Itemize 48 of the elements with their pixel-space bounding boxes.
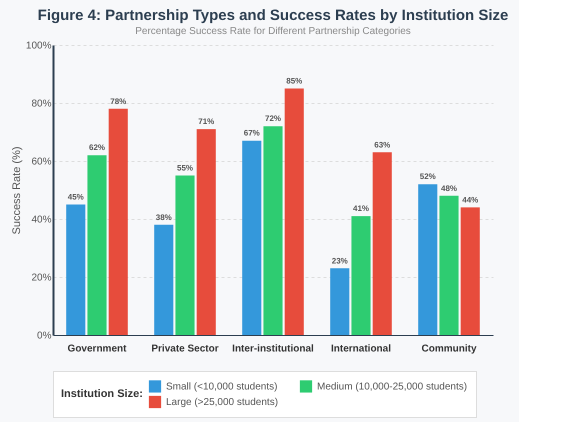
- y-tick-label: 80%: [31, 98, 52, 110]
- x-tick-label: Government: [68, 344, 128, 354]
- y-tick-label: 100%: [26, 40, 52, 52]
- bar: [439, 196, 459, 335]
- legend-label: Small (<10,000 students): [166, 381, 278, 392]
- x-tick-label: Private Sector: [151, 344, 219, 354]
- y-tick-label: 60%: [31, 156, 52, 168]
- data-label: 44%: [462, 195, 478, 204]
- data-label: 55%: [176, 164, 194, 172]
- bar: [351, 216, 371, 335]
- data-label: 71%: [198, 117, 214, 126]
- x-tick-label: Inter-institutional: [232, 344, 314, 354]
- x-tick-label: International: [330, 344, 392, 354]
- bar: [372, 152, 392, 335]
- data-label: 62%: [88, 143, 106, 152]
- data-label: 48%: [440, 184, 458, 193]
- data-label: 52%: [420, 172, 436, 182]
- bar: [242, 140, 262, 335]
- chart-subtitle: Percentage Success Rate for Different Partnership Categories: [135, 26, 411, 37]
- data-label: 41%: [352, 204, 370, 214]
- chart-title: Figure 4: Partnership Types and Success Rates by Institution Size: [38, 7, 508, 24]
- bar: [330, 268, 350, 335]
- x-tick-label: Community: [422, 344, 477, 354]
- data-label: 67%: [244, 128, 260, 138]
- data-label: 63%: [374, 140, 390, 150]
- data-label: 45%: [68, 192, 84, 202]
- bar: [196, 129, 216, 335]
- bar: [154, 224, 174, 335]
- y-axis-title: Success Rate (%): [10, 146, 23, 235]
- bar: [66, 204, 86, 335]
- data-label: 23%: [332, 256, 348, 266]
- y-tick-label: 0%: [37, 330, 52, 342]
- bar: [263, 126, 283, 335]
- data-label: 72%: [264, 114, 282, 124]
- bar: [284, 88, 304, 335]
- legend-title: Institution Size:: [61, 388, 143, 400]
- data-label: 38%: [156, 212, 172, 222]
- bar: [460, 207, 480, 335]
- y-tick-label: 20%: [31, 272, 52, 284]
- bar: [87, 155, 107, 335]
- legend-label: Large (>25,000 students): [166, 397, 278, 408]
- legend-label: Medium (10,000-25,000 students): [317, 381, 468, 392]
- bar: [175, 176, 195, 335]
- y-tick-label: 40%: [31, 214, 52, 226]
- bar: [418, 184, 438, 335]
- bar: [108, 108, 128, 335]
- data-label: 85%: [286, 76, 302, 86]
- data-label: 78%: [110, 96, 126, 106]
